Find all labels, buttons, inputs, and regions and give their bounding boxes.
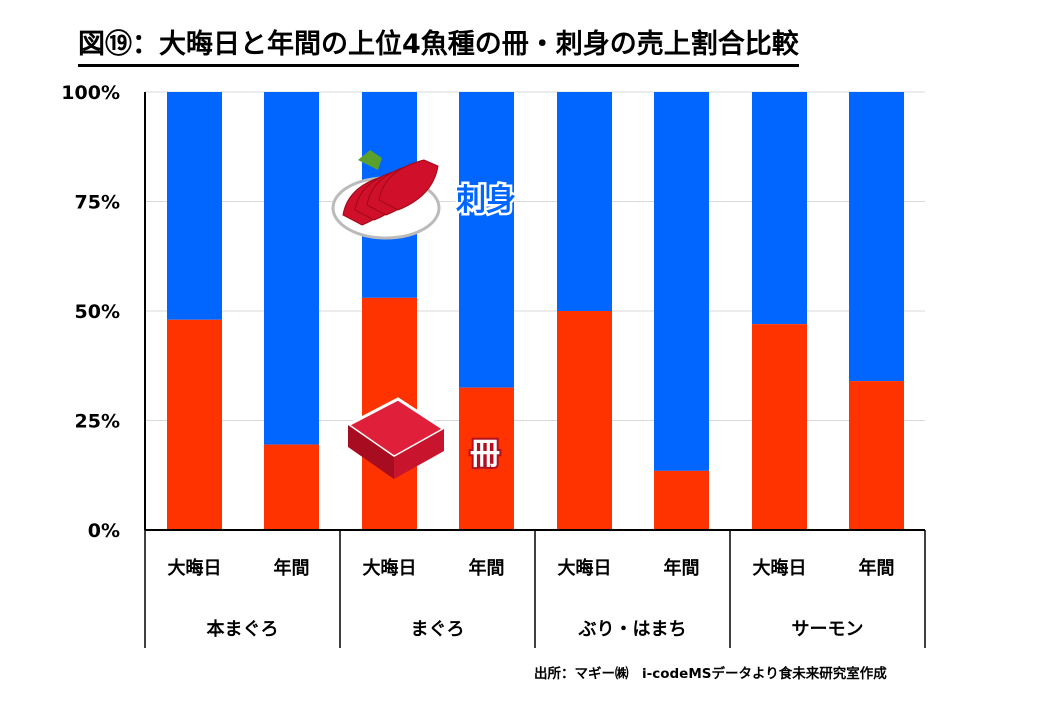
saku-side-illustration [348, 425, 394, 479]
x-group-label: 本まぐろ [207, 618, 279, 640]
x-subcategory-label: 大晦日 [168, 557, 222, 579]
x-subcategory-label: 大晦日 [363, 557, 417, 579]
x-subcategory-label: 年間 [859, 557, 895, 579]
chart-title: 図⑲：大晦日と年間の上位4魚種の冊・刺身の売上割合比較 [78, 28, 799, 67]
sashimi-slice-illustration [378, 159, 439, 211]
legend-label-sashimi: 刺身 [456, 183, 516, 218]
bar-saku [557, 311, 612, 530]
shiso-leaf-illustration [358, 150, 382, 170]
legend-label-saku: 冊 [470, 437, 500, 472]
source-note: 出所：マギー㈱ i-codeMSデータより食未来研究室作成 [534, 666, 887, 682]
bar-sashimi [849, 92, 904, 382]
x-subcategory-label: 年間 [664, 557, 700, 579]
bar-sashimi [167, 92, 222, 320]
x-group-label: まぐろ [411, 619, 465, 640]
x-subcategory-label: 大晦日 [558, 557, 612, 579]
bar-sashimi [557, 92, 612, 311]
bar-saku [264, 444, 319, 530]
bar-saku [167, 319, 222, 530]
y-tick-label: 75% [75, 192, 120, 214]
bar-saku [459, 387, 514, 530]
bar-sashimi [459, 92, 514, 388]
bar-sashimi [264, 92, 319, 445]
x-subcategory-label: 大晦日 [753, 557, 807, 579]
y-tick-label: 25% [75, 411, 120, 433]
bar-sashimi [752, 92, 807, 325]
bar-sashimi [654, 92, 709, 471]
x-group-label: ぶり・はまち [578, 619, 687, 640]
y-tick-label: 50% [75, 301, 120, 323]
x-subcategory-label: 年間 [274, 557, 310, 579]
bar-saku [849, 381, 904, 530]
bar-saku [654, 470, 709, 530]
bar-saku [752, 324, 807, 530]
y-tick-label: 0% [88, 520, 120, 542]
saku-side-illustration [394, 429, 444, 479]
y-tick-label: 100% [61, 82, 120, 104]
x-subcategory-label: 年間 [469, 557, 505, 579]
x-group-label: サーモン [792, 619, 864, 640]
